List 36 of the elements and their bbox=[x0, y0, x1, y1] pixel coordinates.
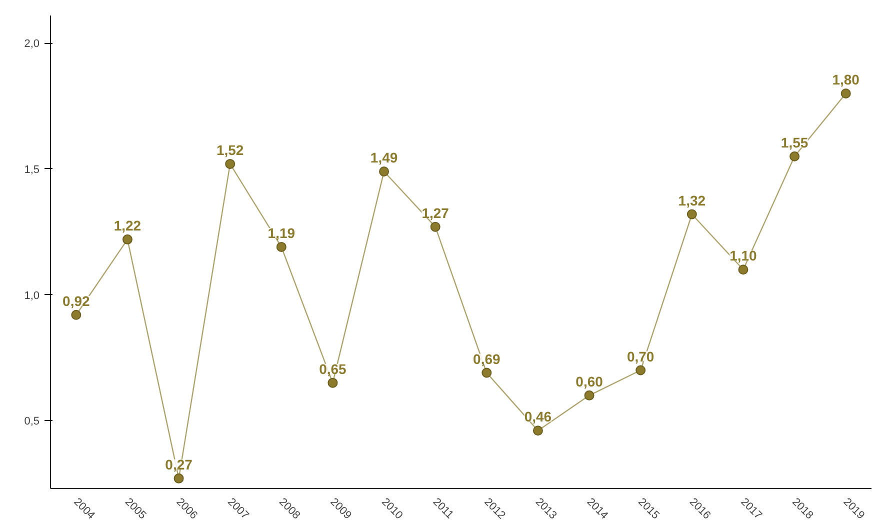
data-label: 1,52 bbox=[216, 142, 244, 158]
data-label: 0,65 bbox=[319, 360, 347, 377]
point bbox=[790, 151, 800, 162]
point bbox=[686, 209, 697, 220]
point bbox=[430, 222, 440, 232]
data-label: 0,69 bbox=[473, 350, 500, 367]
point bbox=[379, 166, 390, 176]
data-label: 0,46 bbox=[524, 408, 552, 425]
point bbox=[122, 234, 132, 244]
data-label: 1,32 bbox=[678, 192, 706, 208]
data-label: 0,60 bbox=[576, 373, 604, 390]
point bbox=[225, 158, 236, 169]
data-label: 1,55 bbox=[780, 134, 808, 150]
point bbox=[738, 264, 748, 275]
point bbox=[532, 426, 543, 436]
data-label: 1,49 bbox=[370, 149, 398, 166]
point bbox=[276, 242, 286, 252]
data-label: 1,80 bbox=[832, 71, 860, 88]
point bbox=[584, 390, 594, 400]
point bbox=[328, 378, 338, 388]
y-tick-label: 1,0 bbox=[24, 290, 40, 302]
point bbox=[482, 368, 492, 378]
data-label: 1,22 bbox=[114, 217, 142, 234]
data-label: 1,27 bbox=[422, 204, 450, 221]
data-label: 0,92 bbox=[62, 292, 90, 309]
data-label: 1,10 bbox=[730, 248, 758, 264]
y-tick-label: 2,0 bbox=[24, 38, 40, 50]
data-label: 0,27 bbox=[165, 456, 193, 472]
point bbox=[636, 365, 646, 376]
point bbox=[840, 88, 851, 98]
y-tick-label: 1,5 bbox=[24, 164, 40, 176]
data-label: 0,70 bbox=[626, 348, 654, 364]
data-label: 1,19 bbox=[268, 224, 296, 241]
point bbox=[174, 473, 184, 484]
y-tick-label: 0,5 bbox=[24, 416, 40, 428]
point bbox=[71, 310, 82, 320]
